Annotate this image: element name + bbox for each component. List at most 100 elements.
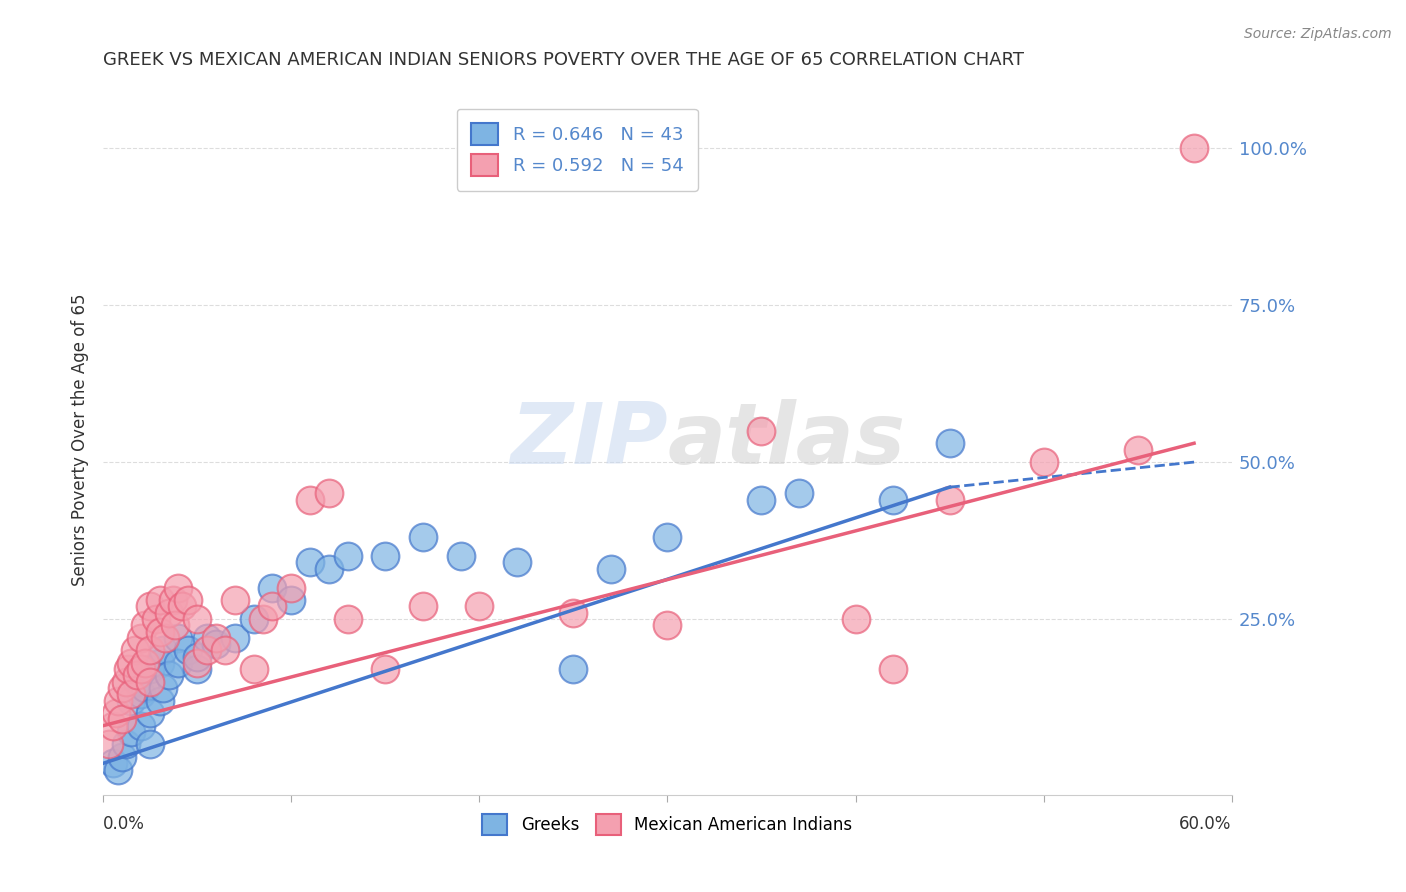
Point [600, 562, 623, 576]
Point [751, 492, 773, 507]
Point [280, 581, 302, 595]
Text: 60.0%: 60.0% [1180, 815, 1232, 833]
Legend: Greeks, Mexican American Indians: Greeks, Mexican American Indians [474, 806, 860, 843]
Point [195, 643, 218, 657]
Point [186, 649, 208, 664]
Point [111, 681, 134, 695]
Point [214, 643, 236, 657]
Point [139, 599, 162, 614]
Point [163, 618, 186, 632]
Point [129, 719, 152, 733]
Point [111, 712, 134, 726]
Point [117, 662, 139, 676]
Point [186, 656, 208, 670]
Point [111, 750, 134, 764]
Point [167, 581, 190, 595]
Point [125, 668, 148, 682]
Point [195, 631, 218, 645]
Text: GREEK VS MEXICAN AMERICAN INDIAN SENIORS POVERTY OVER THE AGE OF 65 CORRELATION : GREEK VS MEXICAN AMERICAN INDIAN SENIORS… [103, 51, 1024, 69]
Point [186, 612, 208, 626]
Text: ZIP: ZIP [510, 399, 668, 482]
Point [450, 549, 472, 564]
Point [299, 492, 322, 507]
Point [882, 492, 904, 507]
Point [657, 530, 679, 544]
Point [224, 593, 246, 607]
Point [177, 643, 200, 657]
Point [114, 738, 136, 752]
Point [148, 624, 170, 639]
Point [1126, 442, 1149, 457]
Point [242, 662, 264, 676]
Point [167, 631, 190, 645]
Point [129, 631, 152, 645]
Point [242, 612, 264, 626]
Point [882, 662, 904, 676]
Point [1032, 455, 1054, 469]
Point [139, 643, 162, 657]
Point [374, 662, 396, 676]
Point [412, 599, 434, 614]
Point [125, 674, 148, 689]
Point [97, 738, 120, 752]
Point [280, 593, 302, 607]
Point [186, 662, 208, 676]
Point [787, 486, 810, 500]
Point [252, 612, 274, 626]
Point [101, 719, 124, 733]
Point [177, 593, 200, 607]
Point [468, 599, 491, 614]
Point [134, 618, 156, 632]
Point [224, 631, 246, 645]
Y-axis label: Seniors Poverty Over the Age of 65: Seniors Poverty Over the Age of 65 [72, 293, 89, 586]
Point [412, 530, 434, 544]
Point [167, 656, 190, 670]
Point [172, 599, 194, 614]
Point [153, 631, 176, 645]
Point [152, 643, 174, 657]
Point [562, 662, 585, 676]
Point [336, 549, 359, 564]
Point [107, 763, 129, 777]
Point [162, 593, 184, 607]
Point [114, 674, 136, 689]
Point [506, 556, 529, 570]
Point [152, 681, 174, 695]
Point [120, 687, 142, 701]
Point [129, 662, 152, 676]
Point [562, 606, 585, 620]
Point [318, 486, 340, 500]
Point [374, 549, 396, 564]
Point [120, 725, 142, 739]
Point [120, 656, 142, 670]
Point [145, 612, 167, 626]
Point [139, 706, 162, 720]
Point [124, 643, 146, 657]
Point [120, 693, 142, 707]
Point [107, 693, 129, 707]
Point [129, 687, 152, 701]
Point [751, 424, 773, 438]
Point [157, 606, 180, 620]
Point [105, 706, 128, 720]
Point [139, 662, 162, 676]
Point [101, 756, 124, 771]
Point [205, 637, 228, 651]
Point [318, 562, 340, 576]
Point [205, 631, 228, 645]
Point [148, 693, 170, 707]
Point [148, 593, 170, 607]
Point [1182, 141, 1205, 155]
Point [844, 612, 866, 626]
Point [336, 612, 359, 626]
Point [134, 656, 156, 670]
Point [139, 674, 162, 689]
Text: atlas: atlas [668, 399, 905, 482]
Point [134, 681, 156, 695]
Text: Source: ZipAtlas.com: Source: ZipAtlas.com [1244, 27, 1392, 41]
Point [938, 436, 960, 450]
Point [299, 556, 322, 570]
Point [657, 618, 679, 632]
Point [148, 656, 170, 670]
Point [262, 599, 284, 614]
